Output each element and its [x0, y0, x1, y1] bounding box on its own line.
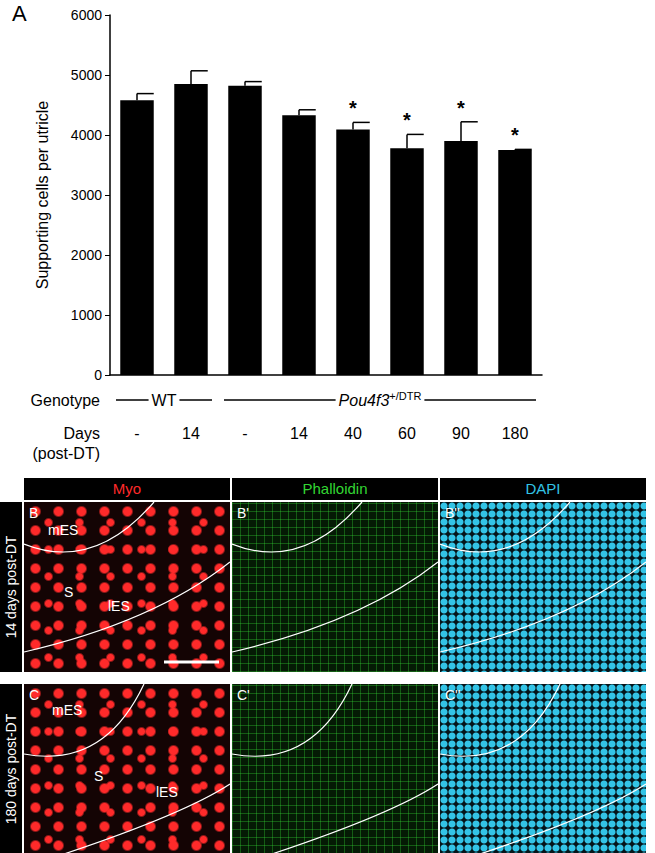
svg-text:5000: 5000 [71, 67, 102, 83]
html-text:C': C' [237, 687, 250, 703]
svg-text:3000: 3000 [71, 187, 102, 203]
svg-text:6000: 6000 [71, 7, 102, 23]
svg-text:*: * [511, 124, 519, 146]
svg-text:*: * [403, 109, 411, 131]
svg-text:A: A [12, 1, 27, 26]
svg-text:*: * [349, 97, 357, 119]
html-text:B': B' [237, 505, 249, 521]
svg-text:Days: Days [64, 425, 100, 442]
html-text:lES: lES [156, 784, 178, 800]
html-text:mES: mES [48, 522, 79, 538]
svg-text:0: 0 [94, 367, 102, 383]
html-text:lES: lES [108, 598, 130, 614]
html-text:180 days post-DT: 180 days post-DT [3, 713, 19, 825]
html-text:S: S [64, 584, 74, 600]
svg-text:(post-DT): (post-DT) [32, 445, 100, 462]
html-text:S: S [94, 768, 104, 784]
svg-text:14: 14 [182, 425, 200, 442]
svg-text:40: 40 [344, 425, 362, 442]
html-text:C'': C'' [445, 687, 461, 703]
svg-text:180: 180 [502, 425, 529, 442]
html-text:14 days post-DT: 14 days post-DT [3, 535, 19, 639]
svg-text:4000: 4000 [71, 127, 102, 143]
html-text:Phalloidin: Phalloidin [302, 480, 368, 497]
html-text:B'': B'' [445, 505, 460, 521]
svg-text:-: - [134, 425, 139, 442]
svg-text:Genotype: Genotype [31, 392, 100, 409]
svg-text:14: 14 [290, 425, 308, 442]
svg-text:WT: WT [152, 392, 177, 409]
svg-text:60: 60 [398, 425, 416, 442]
svg-text:1000: 1000 [71, 307, 102, 323]
svg-text:Pou4f3: Pou4f3 [339, 392, 390, 409]
html-text:B: B [29, 505, 39, 521]
svg-text:90: 90 [452, 425, 470, 442]
html-text:C: C [29, 687, 40, 703]
html-text:mES: mES [52, 702, 83, 718]
svg-text:Supporting cells per utricle: Supporting cells per utricle [34, 101, 51, 290]
svg-text:*: * [457, 97, 465, 119]
svg-text:2000: 2000 [71, 247, 102, 263]
svg-text:+/DTR: +/DTR [389, 390, 421, 402]
html-text:Myo: Myo [112, 480, 142, 497]
html-text:DAPI: DAPI [525, 480, 561, 497]
svg-text:-: - [242, 425, 247, 442]
